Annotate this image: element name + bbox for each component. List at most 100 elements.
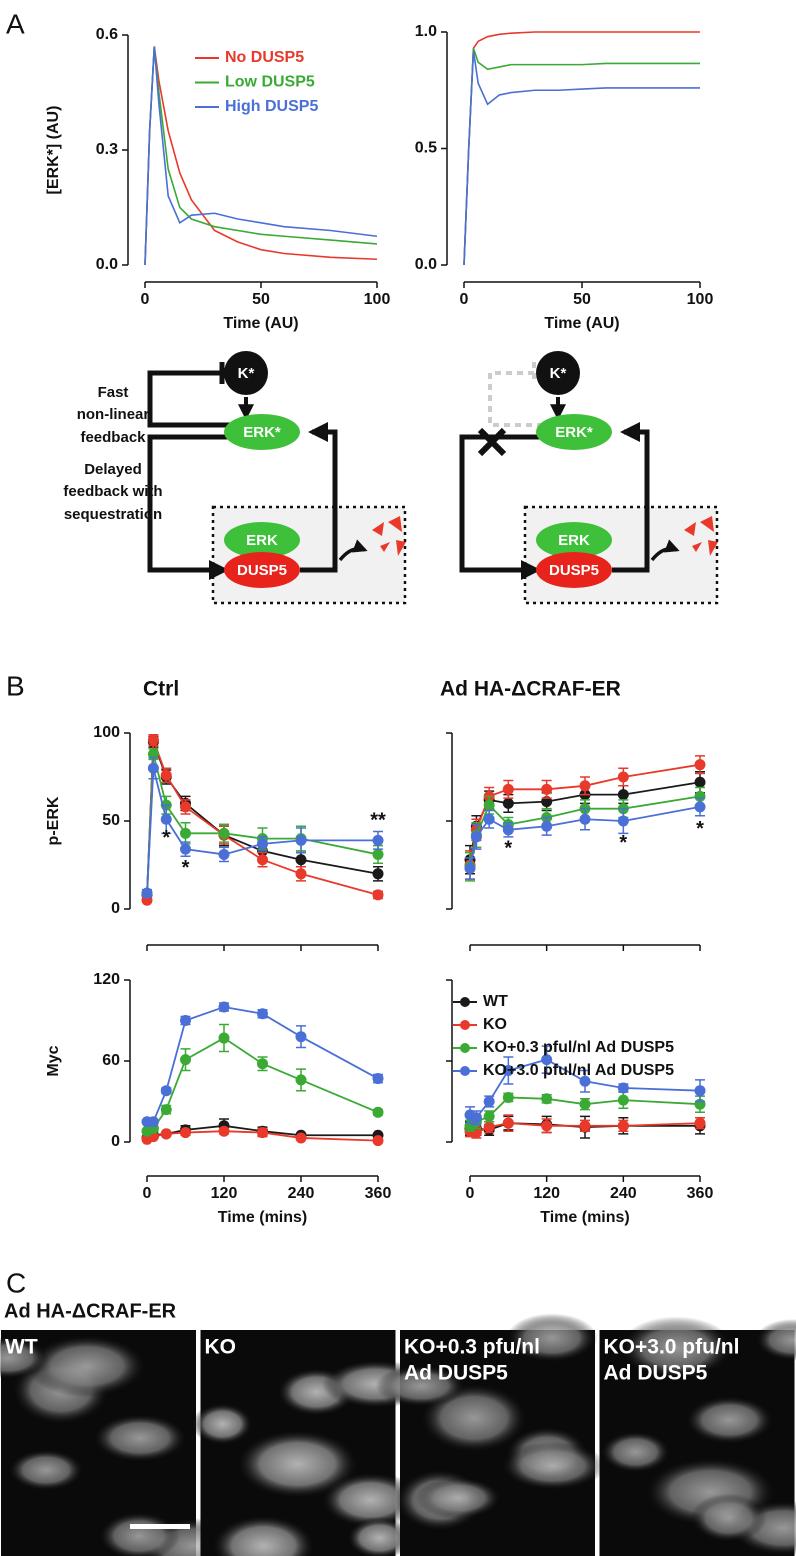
y-tick-label: 0 (111, 1133, 120, 1150)
data-point (180, 1054, 191, 1066)
y-tick-label: 0.0 (415, 256, 437, 273)
delayed-feedback (147, 434, 232, 580)
cell (754, 1319, 796, 1361)
y-tick-label: 0.5 (415, 140, 437, 157)
y-tick-label: 0.3 (96, 141, 118, 158)
data-point (180, 801, 191, 813)
micrograph-label: Ad DUSP5 (604, 1362, 708, 1385)
data-point (141, 887, 153, 899)
x-tick-label: 0 (466, 1185, 475, 1202)
micrographs: WT KO KO+0.3 pfu/nl Ad DUSP5 KO+3.0 pfu/nl Ad… (0, 1313, 796, 1556)
data-point (502, 1091, 514, 1103)
x-tick-label: 240 (610, 1185, 637, 1202)
data-point (483, 1121, 495, 1133)
annotation: * (504, 837, 512, 859)
micrograph-label: Ad DUSP5 (404, 1362, 508, 1385)
cell (500, 1441, 606, 1491)
series-line (144, 46, 378, 266)
data-point (541, 820, 553, 832)
x-axis-label: Time (AU) (223, 315, 298, 332)
data-point (579, 1098, 591, 1110)
node-label: ERK* (555, 424, 593, 441)
y-tick-label: 120 (93, 971, 120, 988)
y-tick-label: 0.6 (96, 26, 118, 43)
data-point (147, 1116, 159, 1128)
legend-label: KO+0.3 pful/nl Ad DUSP5 (483, 1039, 674, 1056)
data-point (372, 1106, 384, 1118)
data-point (372, 889, 384, 901)
data-point (160, 1085, 172, 1097)
node-label: DUSP5 (549, 562, 599, 579)
data-point (694, 776, 706, 788)
data-point (295, 854, 307, 866)
data-point (257, 838, 268, 850)
legend-label: Low DUSP5 (225, 74, 315, 91)
node-label: DUSP5 (237, 562, 287, 579)
data-point (160, 1104, 172, 1116)
x-tick-label: 240 (288, 1185, 315, 1202)
y-tick-label: 100 (93, 724, 120, 741)
data-point (694, 1117, 706, 1129)
series-line (146, 767, 378, 894)
release-arrow (300, 422, 338, 573)
data-point (160, 1128, 172, 1140)
data-point (295, 834, 307, 846)
data-point (180, 1015, 191, 1026)
data-point (694, 801, 706, 813)
erk-active-node (536, 414, 612, 450)
legend-label: No DUSP5 (225, 49, 304, 66)
diagram-caption: Fast (98, 384, 129, 401)
legend-marker (460, 997, 470, 1007)
data-point (160, 769, 172, 781)
diagram-caption: sequestration (64, 506, 162, 523)
data-point (694, 759, 706, 771)
cell (346, 1517, 413, 1556)
panel-label: B (6, 670, 25, 701)
data-point (694, 790, 706, 802)
data-point (470, 831, 482, 843)
x-axis-label: Time (mins) (218, 1209, 308, 1226)
data-point (218, 1125, 230, 1137)
data-point (372, 868, 384, 880)
data-point (541, 796, 553, 808)
data-point (372, 1135, 384, 1147)
chart-title: Ad HA-ΔCRAF-ER (440, 678, 621, 701)
diagram-left: K* ERK* ERK DUSP5 Fast non-linear feedba… (63, 351, 407, 605)
legend-marker (460, 1020, 470, 1030)
y-axis-label: p-ERK (45, 796, 62, 845)
cell (26, 1334, 148, 1398)
x-axis-label: Time (mins) (540, 1209, 630, 1226)
fragments (684, 516, 718, 556)
data-point (160, 813, 172, 825)
scale-bar (130, 1524, 190, 1529)
erk-node (536, 522, 612, 558)
y-tick-label: 50 (102, 812, 120, 829)
data-point (483, 799, 495, 811)
micrograph-label: KO (205, 1336, 237, 1359)
data-point (464, 863, 476, 875)
cell (416, 1477, 502, 1519)
y-tick-label: 60 (102, 1052, 120, 1069)
fast-feedback-removed (488, 362, 544, 427)
data-point (483, 1096, 495, 1107)
panel-label: A (6, 8, 25, 39)
dusp5-node (224, 552, 300, 588)
y-axis-label: [ERK*] (AU) (45, 106, 62, 195)
node-label: ERK (558, 532, 590, 549)
cell (92, 1413, 188, 1463)
legend-label: High DUSP5 (225, 98, 318, 115)
annotation: * (619, 832, 627, 854)
node-label: ERK* (243, 424, 281, 441)
data-point (295, 1074, 307, 1086)
annotation: * (696, 818, 704, 840)
kinase-node (536, 351, 580, 395)
series-line (146, 1036, 379, 1133)
data-point (579, 780, 591, 792)
x-tick-label: 120 (211, 1185, 238, 1202)
data-point (502, 1064, 514, 1076)
fast-feedback (147, 362, 232, 428)
series-line (146, 753, 379, 894)
annotation: * (182, 857, 190, 879)
cross (477, 427, 507, 457)
